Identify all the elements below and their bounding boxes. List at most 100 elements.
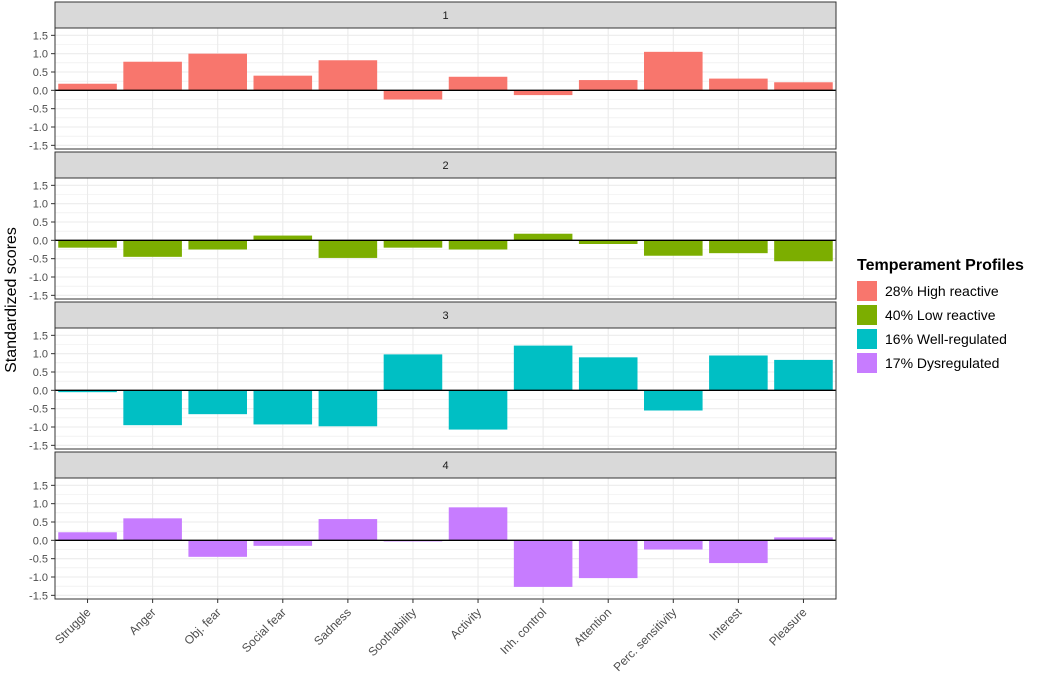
- bar-1-12: [774, 82, 833, 91]
- legend-label-1: 28% High reactive: [885, 283, 999, 299]
- bar-1-10: [644, 51, 703, 91]
- bar-1-4: [253, 75, 313, 91]
- bar-3-9: [578, 357, 638, 391]
- y-tick-label: -1.5: [29, 590, 48, 602]
- panel-2: 2 1.5 1.0 0.5 0.0 -0.5 -1.0 -1.5: [29, 151, 837, 302]
- y-tick-label: -1.0: [29, 122, 48, 134]
- facet-strip-label: 4: [442, 460, 448, 472]
- legend: Temperament Profiles 28% High reactive 40%…: [857, 257, 1024, 373]
- y-tick-label: 0.5: [33, 517, 48, 529]
- bar-3-8: [513, 345, 573, 391]
- bar-3-7: [448, 390, 508, 430]
- y-tick-label: -1.0: [29, 272, 48, 284]
- bar-2-6: [383, 240, 443, 248]
- bar-4-2: [123, 518, 182, 541]
- bar-2-7: [448, 240, 508, 250]
- legend-key-1: [857, 281, 877, 301]
- x-tick-label: Sadness: [311, 605, 354, 648]
- y-tick-label: -1.5: [29, 440, 48, 452]
- legend-label-3: 16% Well-regulated: [885, 331, 1007, 347]
- x-tick-label: Interest: [706, 605, 745, 644]
- facet-strip-label: 1: [442, 10, 448, 22]
- bar-2-9: [578, 240, 638, 244]
- legend-key-4: [857, 353, 877, 373]
- y-tick-label: 1.5: [33, 330, 48, 342]
- y-tick-label: 0.0: [33, 385, 48, 397]
- bar-2-5: [318, 240, 378, 258]
- y-tick-label: 0.5: [33, 367, 48, 379]
- x-tick-label: Attention: [571, 605, 614, 648]
- y-tick-label: 1.0: [33, 499, 48, 511]
- bar-2-1: [58, 240, 117, 248]
- y-tick-label: 1.0: [33, 349, 48, 361]
- x-tick-label: Inh. control: [497, 605, 549, 657]
- facet-strip: [54, 151, 837, 179]
- bar-3-6: [383, 354, 443, 391]
- x-tick-label: Soothability: [365, 605, 419, 659]
- bar-1-11: [709, 78, 768, 91]
- facet-strip: [54, 1, 837, 29]
- bar-3-2: [123, 390, 182, 426]
- y-tick-label: -0.5: [29, 404, 48, 416]
- panel-background: [55, 328, 836, 449]
- x-tick-label: Pleasure: [766, 605, 810, 649]
- bar-3-11: [709, 355, 768, 391]
- bar-3-1: [58, 390, 117, 393]
- y-tick-label: 1.5: [33, 480, 48, 492]
- facet-strip-label: 2: [442, 160, 448, 172]
- y-tick-label: -1.0: [29, 422, 48, 434]
- legend-key-3: [857, 329, 877, 349]
- y-tick-label: -0.5: [29, 554, 48, 566]
- y-tick-label: 1.5: [33, 180, 48, 192]
- x-tick-label: Social fear: [239, 605, 289, 655]
- bar-3-12: [774, 359, 833, 391]
- y-tick-label: 0.0: [33, 535, 48, 547]
- bar-2-8: [513, 233, 573, 241]
- panel-background: [55, 178, 836, 299]
- bar-3-3: [188, 390, 247, 415]
- y-tick-label: -1.0: [29, 572, 48, 584]
- bar-2-11: [709, 240, 768, 254]
- bar-3-10: [644, 390, 703, 411]
- y-tick-label: 0.0: [33, 235, 48, 247]
- bar-4-8: [513, 540, 573, 587]
- facet-strip-label: 3: [442, 310, 448, 322]
- y-axis-label: Standardized scores: [3, 227, 20, 373]
- bar-4-3: [188, 540, 247, 557]
- x-tick-label: Perc. sensitivity: [611, 605, 680, 674]
- bar-2-4: [253, 235, 313, 241]
- facet-strip: [54, 301, 837, 329]
- legend-key-2: [857, 305, 877, 325]
- legend-title: Temperament Profiles: [857, 257, 1024, 274]
- bar-4-5: [318, 519, 378, 541]
- bar-1-8: [513, 90, 573, 96]
- panel-background: [55, 478, 836, 599]
- bar-1-3: [188, 53, 247, 91]
- x-tick-label: Obj. fear: [181, 605, 223, 647]
- bar-1-2: [123, 61, 182, 91]
- x-tick-label: Anger: [126, 605, 159, 638]
- legend-label-2: 40% Low reactive: [885, 307, 996, 323]
- bar-1-7: [448, 76, 508, 91]
- bar-1-1: [58, 83, 117, 91]
- y-tick-label: 0.5: [33, 217, 48, 229]
- y-tick-label: 0.5: [33, 67, 48, 79]
- bar-2-2: [123, 240, 182, 257]
- y-tick-label: -1.5: [29, 140, 48, 152]
- bar-1-9: [578, 80, 638, 91]
- bar-4-10: [644, 540, 703, 550]
- legend-label-4: 17% Dysregulated: [885, 355, 999, 371]
- bar-4-9: [578, 540, 638, 579]
- y-tick-label: -0.5: [29, 104, 48, 116]
- bar-4-7: [448, 507, 508, 541]
- x-tick-label: Activity: [447, 605, 484, 642]
- y-tick-label: 1.0: [33, 199, 48, 211]
- bar-2-10: [644, 240, 703, 256]
- y-tick-label: 0.0: [33, 85, 48, 97]
- panel-3: 3 1.5 1.0 0.5 0.0 -0.5 -1.0 -1.5: [29, 301, 837, 452]
- y-tick-label: 1.0: [33, 49, 48, 61]
- bar-4-1: [58, 532, 117, 541]
- x-tick-label: Struggle: [52, 605, 94, 647]
- y-tick-label: -1.5: [29, 290, 48, 302]
